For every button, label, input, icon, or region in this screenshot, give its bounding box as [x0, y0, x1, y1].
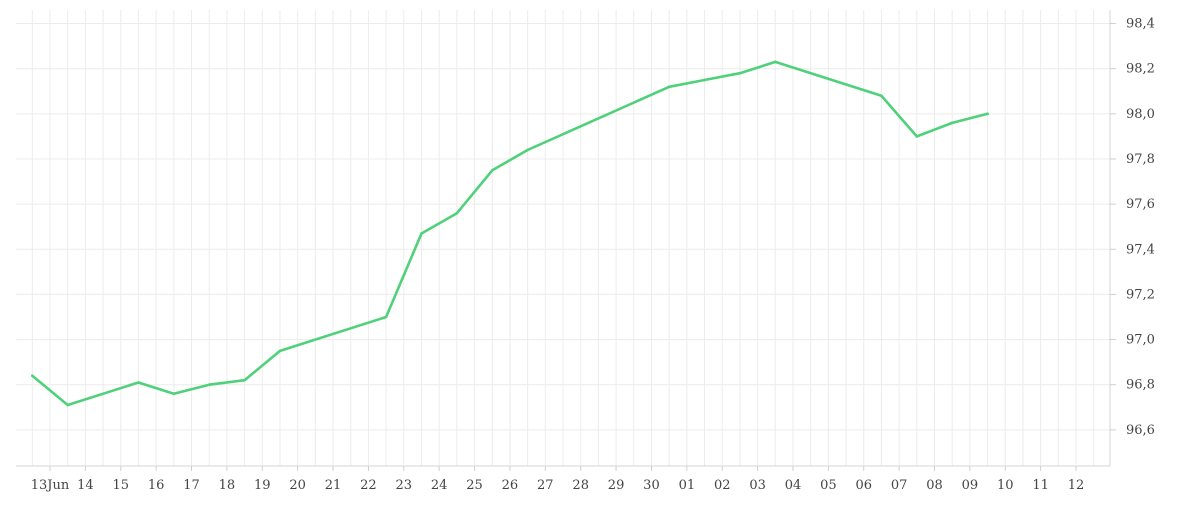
x-tick-label: 09: [962, 478, 979, 493]
x-tick-label: 07: [891, 478, 908, 493]
data-point: [773, 60, 777, 64]
x-tick-label: 11: [1032, 478, 1049, 493]
data-point: [455, 211, 459, 215]
x-axis-labels: 13Jun 14 15 16 17 18 19 20 21 22 23 24 25 26 27 28 29 30 0…: [31, 478, 1085, 493]
data-point: [207, 383, 211, 387]
y-tick-label: 97,2: [1126, 287, 1155, 302]
data-point: [667, 85, 671, 89]
y-tick-label: 96,6: [1126, 423, 1155, 438]
x-tick-label: 03: [749, 478, 766, 493]
vertical-gridlines: [31, 10, 1095, 466]
data-point: [31, 374, 34, 378]
x-tick-label: 22: [360, 478, 377, 493]
series-line: [30, 60, 989, 407]
x-tick-label: 28: [572, 478, 589, 493]
x-tick-label: 27: [537, 478, 554, 493]
y-tick-label: 98,0: [1126, 107, 1155, 122]
y-axis-labels: 96,6 96,8 97,0 97,2 97,4 97,6 97,8 98,0 98,2 98,4: [1126, 17, 1155, 438]
x-tick-label: 12: [1068, 478, 1085, 493]
x-tick-label: 29: [608, 478, 625, 493]
x-tick-label: 15: [112, 478, 129, 493]
y-tick-label: 96,8: [1126, 378, 1155, 393]
x-tick-label: 26: [502, 478, 519, 493]
y-tick-label: 97,4: [1126, 242, 1155, 257]
data-point: [137, 381, 140, 384]
data-point: [880, 94, 883, 98]
x-tick-label: 08: [926, 478, 943, 493]
data-point: [66, 403, 69, 407]
x-tick-label: 13Jun: [31, 478, 70, 493]
x-tick-label: 21: [325, 478, 342, 493]
y-tick-label: 98,4: [1126, 17, 1155, 32]
x-tick-label: 05: [820, 478, 837, 493]
x-tick-label: 23: [396, 478, 413, 493]
data-point: [384, 315, 388, 319]
horizontal-gridlines: [16, 23, 1110, 431]
data-point: [915, 135, 919, 138]
x-tick-label: 02: [714, 478, 731, 493]
x-tick-label: 04: [785, 478, 802, 493]
data-point: [950, 121, 954, 125]
x-tick-label: 19: [254, 478, 271, 493]
y-tick-label: 97,0: [1126, 333, 1155, 348]
x-tick-label: 17: [183, 478, 200, 493]
x-tick-label: 24: [431, 478, 448, 493]
y-tick-label: 97,8: [1126, 152, 1155, 167]
data-point: [243, 378, 246, 382]
data-point: [738, 71, 742, 75]
data-point: [703, 78, 706, 82]
data-point: [526, 148, 529, 152]
series-layer: [30, 60, 989, 407]
axes: [16, 10, 1116, 471]
x-tick-label: 10: [997, 478, 1014, 493]
y-tick-label: 98,2: [1126, 62, 1155, 77]
data-point: [278, 349, 282, 353]
x-tick-label: 06: [855, 478, 872, 493]
data-point: [490, 168, 494, 172]
data-point: [986, 112, 989, 116]
data-point: [420, 232, 423, 235]
x-tick-label: 01: [679, 478, 696, 493]
x-tick-label: 30: [643, 478, 660, 493]
x-tick-label: 20: [289, 478, 306, 493]
y-tick-label: 97,6: [1126, 197, 1155, 212]
data-point: [172, 392, 176, 396]
x-tick-label: 18: [219, 478, 236, 493]
x-tick-label: 25: [466, 478, 483, 493]
x-tick-label: 14: [77, 478, 94, 493]
x-tick-label: 16: [148, 478, 165, 493]
